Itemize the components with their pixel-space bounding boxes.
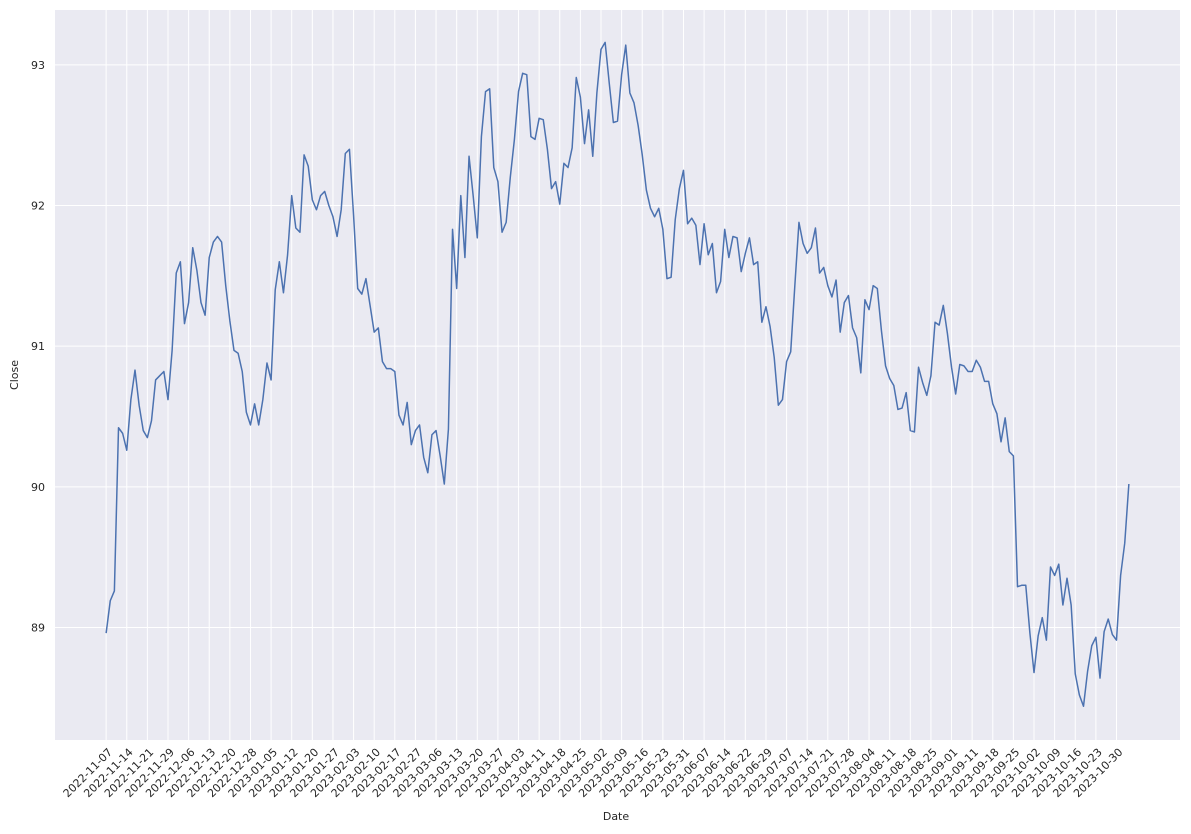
y-tick-label: 90 bbox=[31, 481, 45, 494]
x-axis-label: Date bbox=[603, 810, 630, 823]
y-tick-label: 91 bbox=[31, 340, 45, 353]
y-tick-label: 92 bbox=[31, 200, 45, 213]
line bbox=[105, 41, 1130, 707]
y-axis-label: Close bbox=[8, 360, 21, 390]
y-tick-label: 93 bbox=[31, 59, 45, 72]
y-tick-label: 89 bbox=[31, 621, 45, 634]
